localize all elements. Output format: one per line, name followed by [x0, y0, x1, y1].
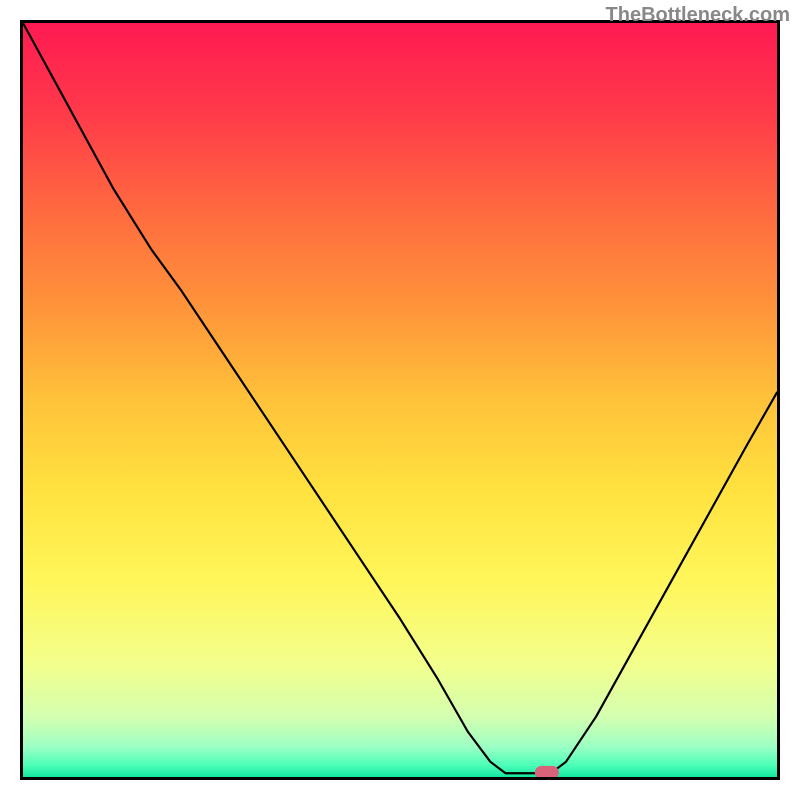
- chart-container: TheBottleneck.com: [0, 0, 800, 800]
- optimal-point-marker: [535, 766, 559, 778]
- bottleneck-curve: [23, 23, 777, 777]
- plot-area: [20, 20, 780, 780]
- watermark-label: TheBottleneck.com: [606, 4, 790, 27]
